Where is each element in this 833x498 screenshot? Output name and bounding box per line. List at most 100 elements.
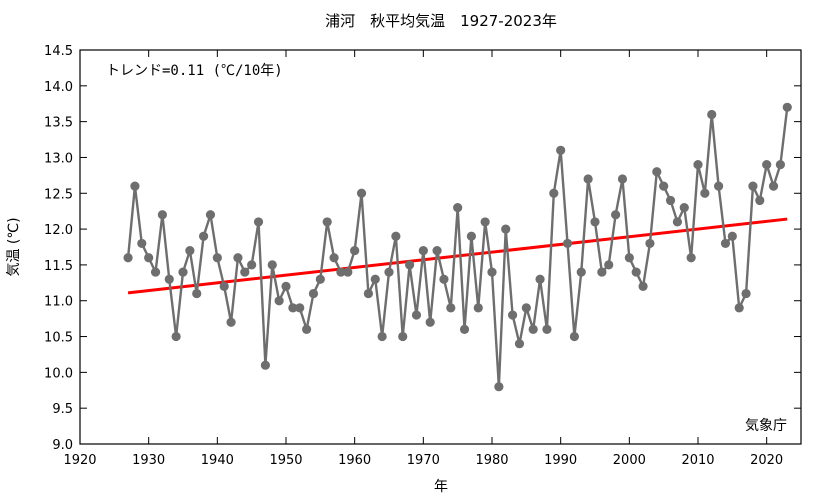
data-point	[707, 109, 717, 120]
data-point	[308, 288, 319, 299]
data-point	[370, 274, 380, 284]
data-point	[487, 267, 497, 277]
y-tick-label: 10.0	[44, 366, 73, 381]
data-point	[425, 317, 435, 327]
data-point	[164, 274, 174, 284]
data-point	[398, 331, 408, 342]
y-tick-label: 9.5	[52, 402, 73, 417]
data-point	[377, 331, 387, 342]
x-tick-label: 1970	[407, 453, 440, 468]
y-tick-label: 11.0	[44, 295, 73, 310]
data-point	[253, 217, 264, 227]
data-point	[205, 210, 216, 220]
data-point	[322, 217, 332, 227]
y-tick-label: 9.0	[52, 438, 73, 453]
data-point	[446, 303, 456, 313]
y-tick-label: 13.0	[44, 151, 73, 166]
data-point	[741, 288, 751, 299]
data-point	[782, 102, 792, 112]
y-tick-label: 11.5	[44, 259, 73, 274]
data-point	[466, 231, 476, 241]
data-point	[528, 324, 538, 334]
data-point	[693, 160, 703, 170]
y-tick-label: 14.5	[44, 44, 73, 59]
x-tick-label: 1950	[269, 453, 302, 468]
data-point	[130, 181, 140, 191]
data-point	[631, 267, 641, 277]
data-point	[597, 267, 607, 277]
data-point	[727, 231, 737, 241]
data-point	[569, 331, 580, 342]
data-point	[350, 245, 360, 256]
data-point	[521, 303, 531, 313]
data-point	[281, 281, 291, 291]
x-tick-label: 1980	[475, 453, 508, 468]
axis-ticks: 9.0 9.5 10.0 10.5 11.0 11.5 12.0 12.5 13.0 13.5 14…	[44, 44, 801, 468]
data-point	[267, 260, 277, 270]
data-point	[459, 324, 470, 334]
x-tick-label: 1930	[132, 453, 165, 468]
data-point	[700, 188, 710, 198]
plot-frame	[79, 49, 802, 445]
data-point	[260, 360, 270, 370]
y-tick-label: 12.0	[44, 223, 73, 238]
data-point	[178, 267, 188, 277]
data-point	[336, 267, 346, 277]
data-point	[199, 231, 209, 241]
data-point	[679, 203, 689, 213]
trend-label: トレンド=0.11 (℃/10年)	[106, 63, 283, 79]
data-point	[240, 267, 250, 277]
y-tick-label: 12.5	[44, 187, 73, 202]
data-point	[185, 245, 195, 256]
data-point	[226, 317, 236, 327]
data-point	[274, 296, 284, 306]
data-point	[720, 238, 731, 249]
trend-line	[127, 217, 788, 295]
data-point	[659, 181, 669, 191]
data-point	[734, 303, 744, 313]
data-point	[542, 324, 552, 334]
source-label: 気象庁	[745, 418, 787, 434]
data-point	[549, 188, 559, 198]
data-point	[645, 238, 655, 249]
data-point	[768, 181, 779, 191]
data-point	[329, 253, 339, 263]
data-point	[171, 331, 181, 342]
data-point	[775, 160, 786, 170]
data-point	[432, 245, 442, 256]
x-tick-label: 2010	[681, 453, 714, 468]
data-point	[233, 253, 243, 263]
data-point	[576, 267, 586, 277]
data-point	[157, 210, 167, 220]
data-point	[405, 260, 415, 270]
data-point	[611, 210, 621, 220]
data-point	[624, 253, 634, 263]
data-point	[480, 217, 490, 227]
data-point	[144, 253, 154, 263]
data-point	[473, 303, 483, 313]
data-point	[535, 274, 545, 284]
data-point	[652, 167, 662, 177]
data-point	[363, 288, 373, 299]
chart-title: 浦河 秋平均気温 1927-2023年	[325, 12, 557, 30]
data-point	[150, 267, 161, 277]
data-point	[494, 382, 504, 392]
x-tick-label: 1920	[63, 453, 96, 468]
y-tick-label: 10.5	[44, 331, 73, 346]
data-point	[219, 281, 229, 291]
data-point	[439, 274, 449, 284]
data-point	[748, 181, 758, 191]
data-point	[638, 281, 648, 291]
data-point	[665, 195, 676, 206]
data-point	[411, 310, 422, 320]
y-tick-label: 13.5	[44, 116, 73, 131]
y-tick-label: 14.0	[44, 80, 73, 95]
data-point	[590, 217, 600, 227]
x-tick-label: 2000	[613, 453, 646, 468]
data-point	[501, 224, 511, 234]
x-tick-label: 2020	[750, 453, 783, 468]
data-point	[453, 203, 463, 213]
data-point	[418, 245, 428, 256]
data-point	[192, 288, 202, 299]
